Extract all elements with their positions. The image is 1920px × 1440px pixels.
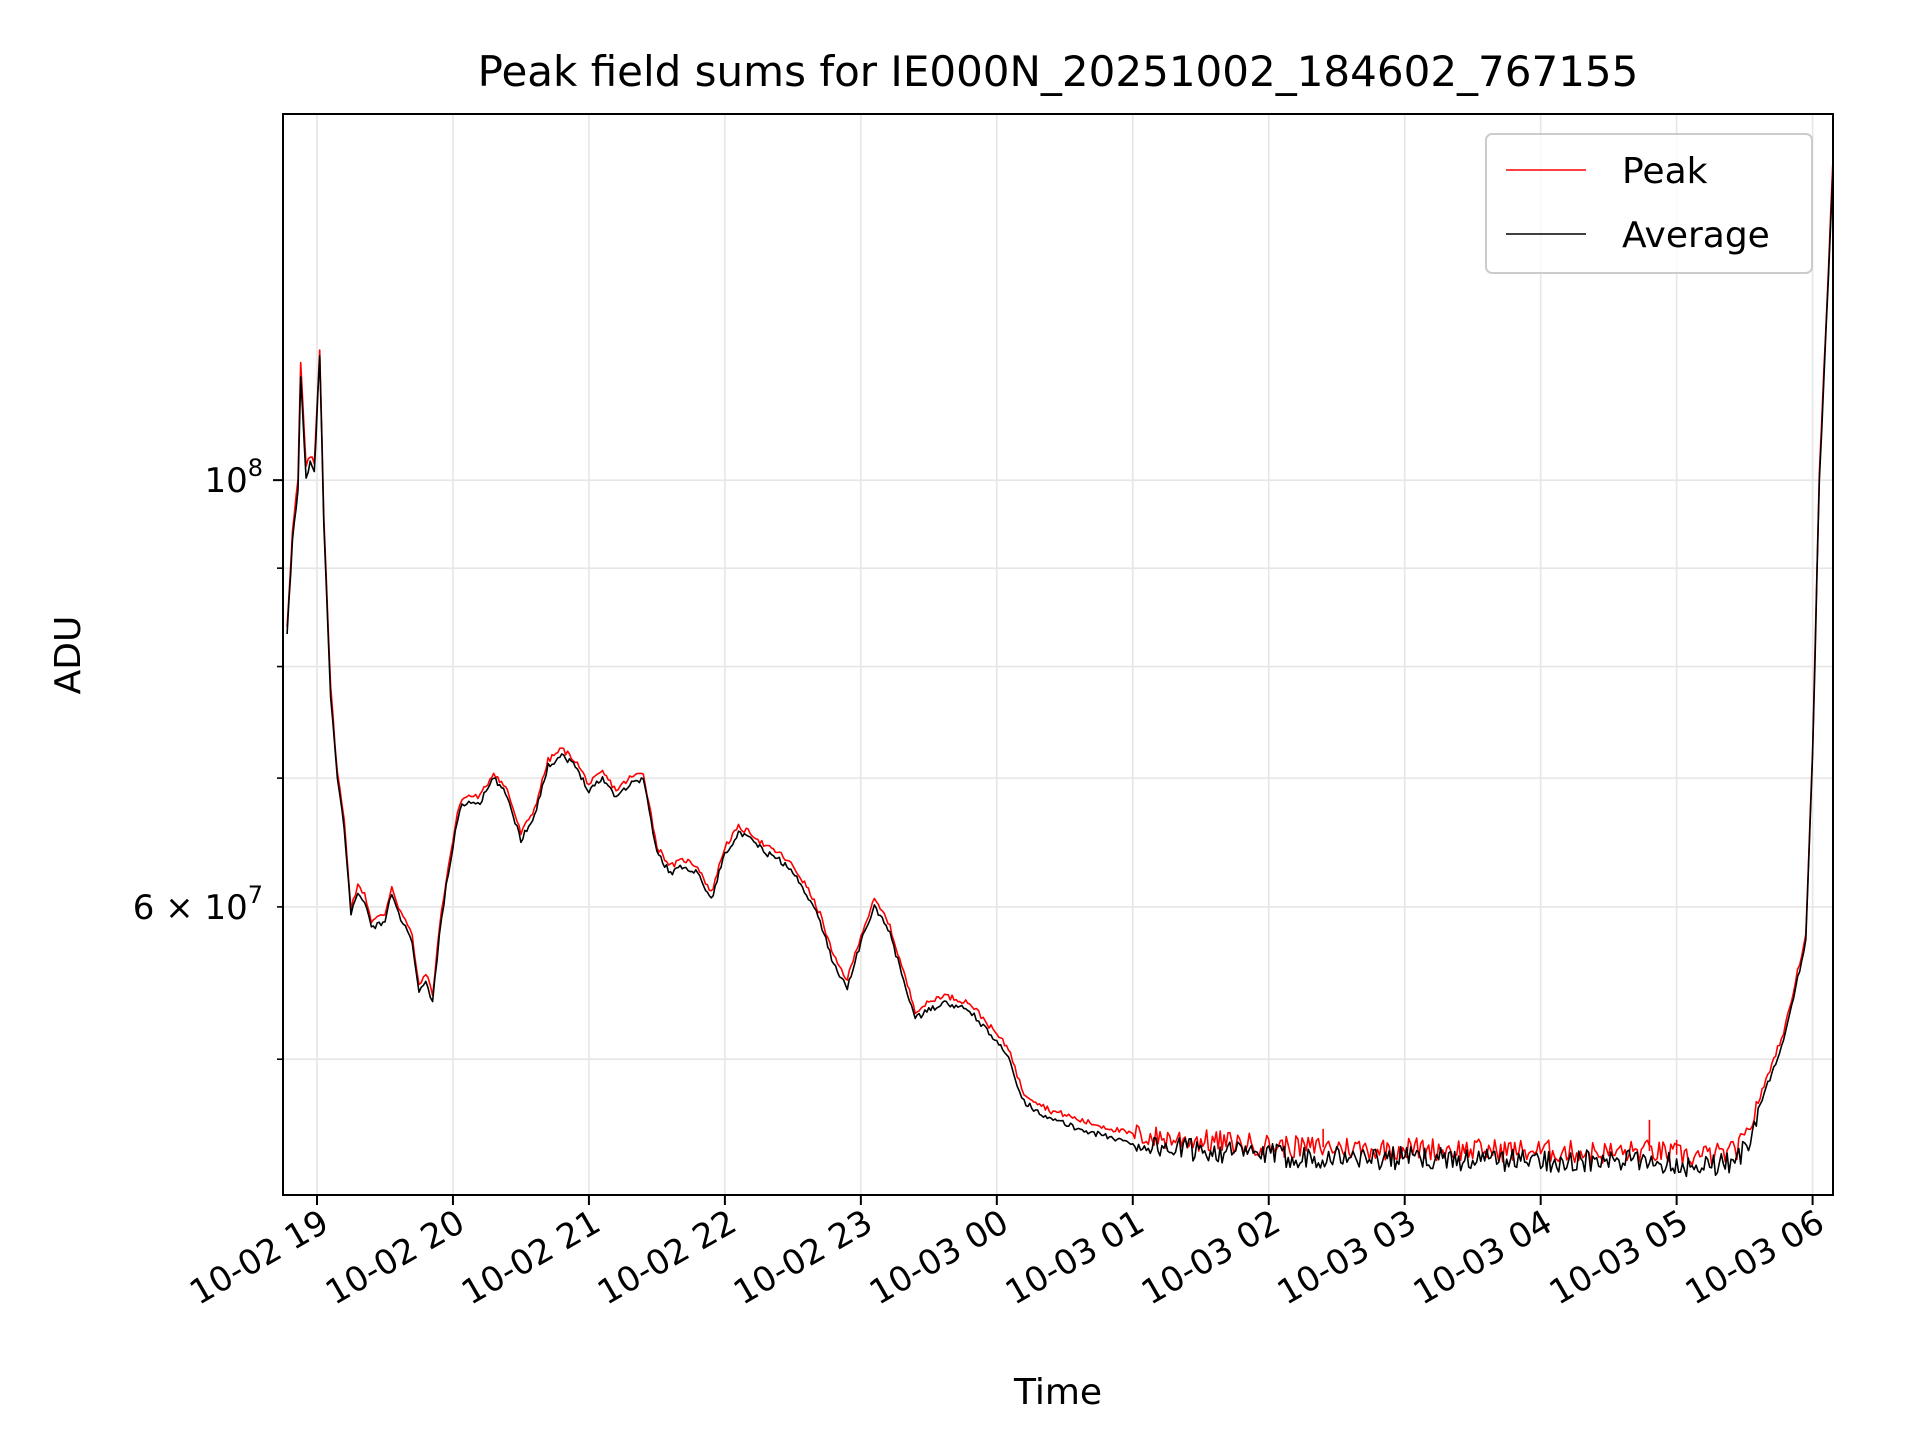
y-tick-label-minor-1: 6 × 107 — [133, 881, 263, 928]
series-lines — [286, 158, 1834, 1178]
y-tick-label-major-0: 108 — [204, 454, 263, 501]
legend-average-label: Average — [1622, 215, 1770, 256]
y-axis-label: ADU — [48, 616, 89, 695]
series-line-average — [286, 169, 1834, 1178]
legend: Peak Average — [1485, 133, 1813, 274]
plot-frame — [282, 113, 1834, 1196]
series-line-peak — [286, 158, 1834, 1166]
x-axis-label: Time — [1013, 1372, 1102, 1413]
grid-lines — [283, 114, 1833, 1195]
chart-title: Peak field sums for IE000N_20251002_1846… — [478, 47, 1639, 96]
legend-peak-label: Peak — [1622, 151, 1708, 192]
legend-box — [1485, 133, 1813, 274]
